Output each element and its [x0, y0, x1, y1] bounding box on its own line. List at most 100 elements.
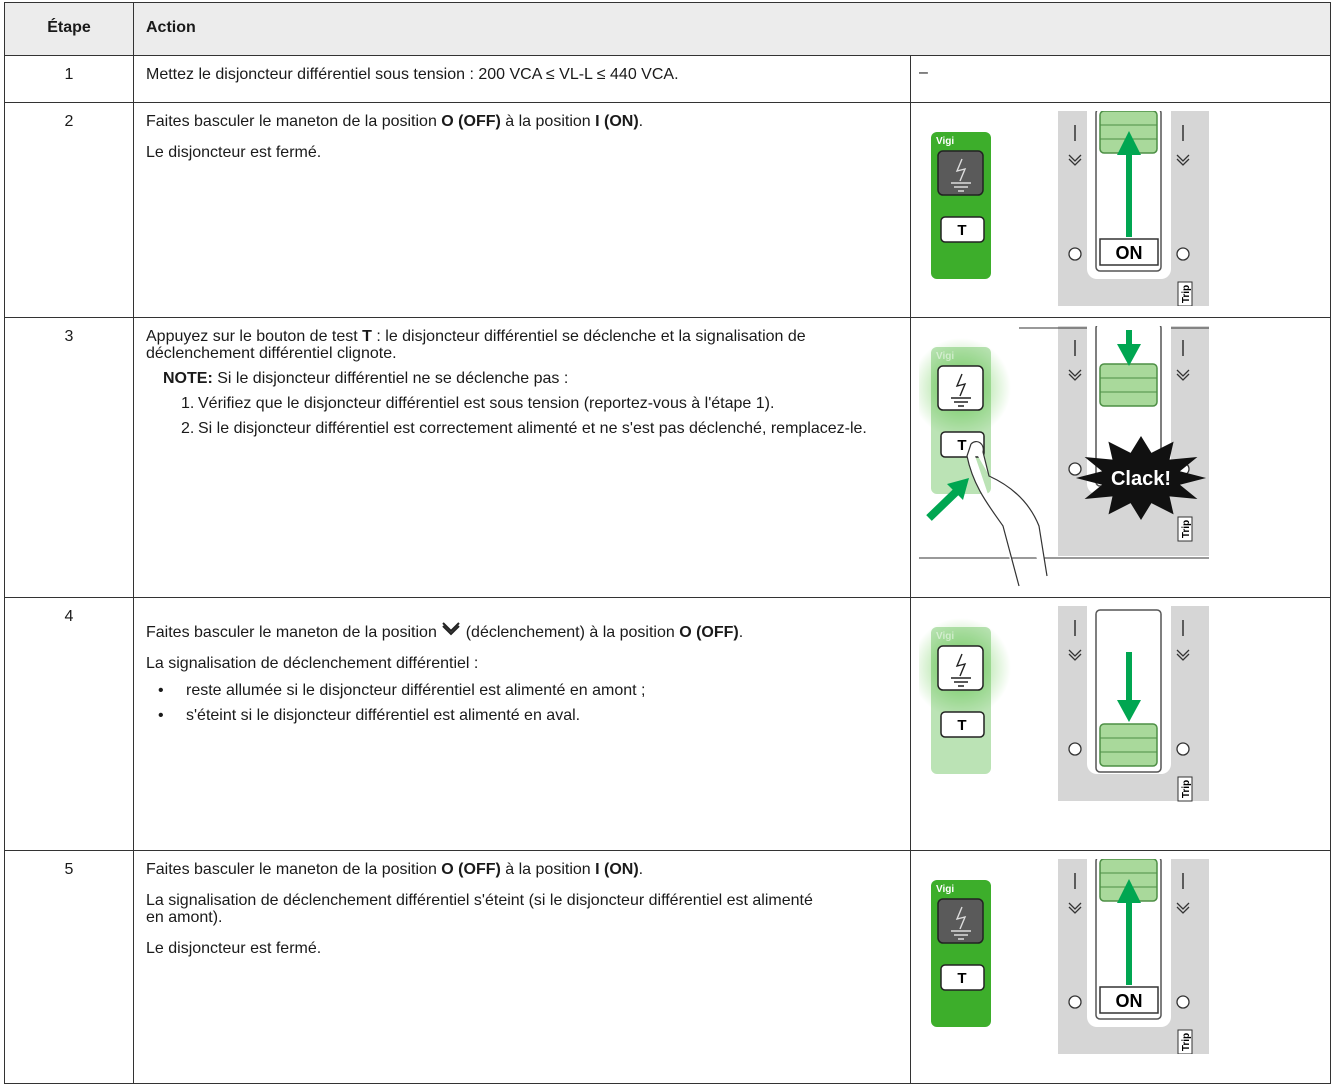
fault-indicator: [937, 645, 984, 691]
action-cell: Faites basculer le maneton de la positio…: [133, 597, 911, 851]
on-label: ON: [1116, 243, 1143, 263]
header-step: Étape: [47, 19, 91, 36]
trip-label: Trip: [1181, 780, 1192, 798]
off-mark: [1068, 995, 1082, 1009]
text: à la position: [500, 861, 596, 878]
step-cell: 2: [4, 102, 134, 318]
fault-indicator: [937, 365, 984, 411]
vigi-label: Vigi: [936, 351, 954, 362]
test-label: T: [957, 717, 966, 734]
press-arrow-head: [947, 478, 969, 500]
text: .: [738, 624, 744, 641]
arrow-head: [1117, 879, 1141, 903]
paragraph: Faites basculer le maneton de la positio…: [146, 622, 886, 641]
figure-cell: ON Trip Vigi T: [910, 101, 1331, 318]
figure-cell: Trip Vigi T Clack!: [910, 316, 1331, 598]
text: La signalisation de déclenchement différ…: [146, 655, 479, 672]
press-arrow: [926, 488, 960, 521]
header-cell: Étape: [4, 2, 134, 56]
text: Mettez le disjoncteur différentiel sous …: [146, 66, 679, 83]
paragraph: La signalisation de déclenchement différ…: [146, 892, 886, 926]
action-cell: Faites basculer le maneton de la positio…: [133, 850, 911, 1084]
text: Appuyez sur le bouton de test: [146, 328, 363, 345]
text: : le disjoncteur différentiel se déclenc…: [146, 328, 806, 362]
paragraph: Appuyez sur le bouton de test T : le dis…: [146, 328, 886, 362]
text: La signalisation de déclenchement différ…: [146, 892, 813, 926]
procedure-table: Étape Action 1 Mettez le disjoncteur dif…: [4, 2, 1331, 1084]
header-row: Étape Action: [4, 2, 1331, 56]
test-button: [940, 216, 985, 243]
vigi-label: Vigi: [936, 884, 954, 895]
trip-mark: [1068, 369, 1082, 381]
arrow-head: [1117, 344, 1141, 366]
paragraph: Le disjoncteur est fermé.: [146, 940, 886, 957]
row: 1 Mettez le disjoncteur différentiel sou…: [4, 55, 1331, 103]
trip-mark: [1068, 649, 1082, 661]
step-number: 2: [64, 113, 74, 130]
arrow-head: [1117, 131, 1141, 155]
text: Faites basculer le maneton de la positio…: [146, 624, 442, 641]
item-text: Si le disjoncteur différentiel est corre…: [198, 420, 867, 437]
paragraph: Faites basculer le maneton de la positio…: [146, 113, 886, 130]
row: 4 Faites basculer le maneton de la posit…: [4, 596, 1331, 851]
text: O (OFF): [441, 113, 501, 130]
note-label: NOTE:: [163, 370, 213, 387]
item-number: 2.: [181, 420, 195, 437]
figure-cell: ON Trip Vigi T: [910, 849, 1331, 1084]
text: I (ON): [595, 861, 639, 878]
action-cell: Appuyez sur le bouton de test T : le dis…: [133, 317, 911, 598]
step-cell: 5: [4, 850, 134, 1084]
test-label: T: [957, 222, 966, 239]
figure-cell: –: [910, 55, 1331, 103]
step-number: 4: [64, 608, 74, 625]
fault-indicator: [937, 150, 984, 196]
trip-mark: [1176, 154, 1190, 166]
off-mark: [1176, 247, 1190, 261]
paragraph: La signalisation de déclenchement différ…: [146, 655, 886, 672]
trip-mark: [1068, 902, 1082, 914]
trip-mark: [1176, 649, 1190, 661]
list-item: 1. Vérifiez que le disjoncteur différenti…: [181, 395, 886, 412]
test-button: [940, 964, 985, 991]
off-mark: [1176, 742, 1190, 756]
step-number: 3: [64, 328, 74, 345]
handle-cap: [1099, 723, 1158, 767]
test-label: T: [957, 437, 966, 454]
row: 2 Faites basculer le maneton de la posit…: [4, 101, 1331, 318]
text: .: [638, 113, 644, 130]
item-text: reste allumée si le disjoncteur différen…: [186, 682, 646, 699]
step-cell: 4: [4, 597, 134, 851]
breaker-figure: ON Trip Vigi T: [931, 101, 1209, 307]
bullet-list: • reste allumée si le disjoncteur différe…: [158, 682, 886, 724]
text: O (OFF): [679, 624, 739, 641]
paragraph: Le disjoncteur est fermé.: [146, 144, 886, 161]
text: O (OFF): [441, 861, 501, 878]
step-cell: 1: [4, 55, 134, 103]
row: 5 Faites basculer le maneton de la posit…: [4, 849, 1331, 1084]
earth-symbol: [951, 158, 971, 192]
vigi-label: Vigi: [936, 631, 954, 642]
figure-text: –: [919, 64, 928, 81]
earth-symbol: [951, 906, 971, 940]
step-number: 1: [64, 66, 74, 83]
trip-mark: [1176, 369, 1190, 381]
sound-label: Clack!: [1111, 468, 1171, 490]
list-item: • s'éteint si le disjoncteur différentiel…: [158, 707, 886, 724]
test-button: [940, 711, 985, 738]
trip-mark: [1176, 902, 1190, 914]
text: Faites basculer le maneton de la positio…: [146, 861, 442, 878]
off-mark: [1068, 462, 1082, 476]
fault-indicator: [937, 898, 984, 944]
step-cell: 3: [4, 317, 134, 598]
bullet: •: [158, 682, 164, 699]
row: 3 Appuyez sur le bouton de test T : le d…: [4, 316, 1331, 598]
text: à la position: [500, 113, 596, 130]
text: Le disjoncteur est fermé.: [146, 940, 322, 957]
text: I (ON): [595, 113, 639, 130]
on-label: ON: [1116, 991, 1143, 1011]
on-label-box: [1099, 986, 1159, 1014]
item-number: 1.: [181, 395, 195, 412]
bullet: •: [158, 707, 164, 724]
earth-symbol: [951, 653, 971, 687]
sound-burst: [1075, 436, 1207, 520]
